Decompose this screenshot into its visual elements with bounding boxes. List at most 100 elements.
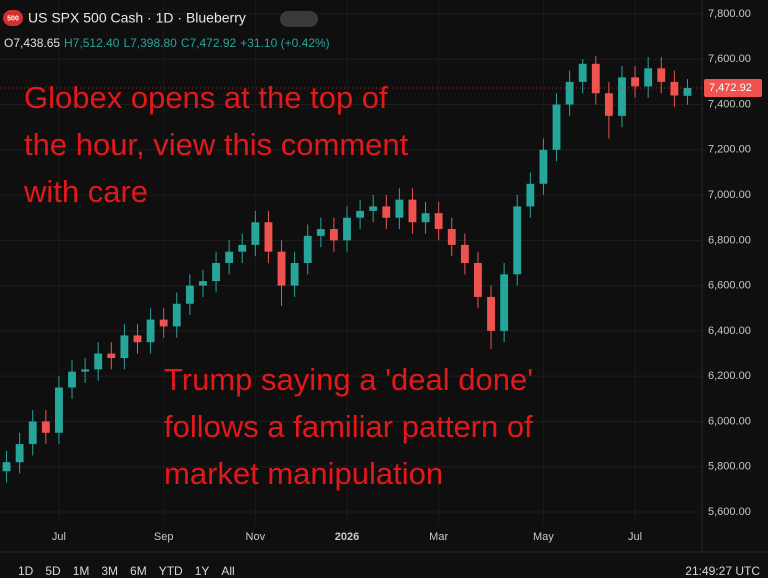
ohlc-value: L7,398.80 bbox=[123, 36, 177, 50]
candle-body bbox=[159, 319, 168, 327]
candle-body bbox=[54, 387, 63, 433]
last-price-box bbox=[704, 79, 762, 98]
candle-body bbox=[447, 229, 456, 245]
y-tick-label: 7,200.00 bbox=[708, 144, 751, 156]
candle-body bbox=[369, 206, 378, 211]
candle-body bbox=[15, 444, 24, 463]
ohlc-value: O7,438.65 bbox=[4, 36, 60, 50]
candle-body bbox=[604, 93, 613, 116]
annotations: Globex opens at the top of the hour, view… bbox=[23, 80, 533, 491]
timeframe-button[interactable]: 1M bbox=[73, 564, 90, 578]
candle-body bbox=[303, 235, 312, 263]
ohlc-value: H7,512.40 bbox=[64, 36, 120, 50]
candle-body bbox=[68, 371, 76, 388]
y-tick-label: 6,600.00 bbox=[708, 280, 751, 292]
symbol-title: US SPX 500 Cash · 1D · Blueberry bbox=[28, 10, 246, 26]
candle-body bbox=[199, 281, 207, 286]
candle-body bbox=[316, 229, 325, 236]
annotation-line: market manipulation bbox=[164, 456, 443, 491]
candle-body bbox=[408, 199, 417, 223]
candle-body bbox=[172, 303, 181, 327]
symbol-icon bbox=[3, 10, 23, 26]
x-tick-label: Jul bbox=[52, 531, 66, 543]
y-tick-label: 7,600.00 bbox=[708, 53, 751, 65]
candles bbox=[2, 55, 692, 483]
y-tick-label: 5,800.00 bbox=[708, 461, 751, 473]
candle-body bbox=[644, 68, 653, 87]
candle-body bbox=[146, 319, 155, 343]
last-price-label: 7,472.92 bbox=[709, 82, 752, 94]
y-tick-label: 6,400.00 bbox=[708, 325, 751, 337]
y-tick-label: 5,600.00 bbox=[708, 506, 751, 518]
candle-body bbox=[382, 206, 391, 218]
x-tick-label: Mar bbox=[429, 531, 448, 543]
candle-body bbox=[41, 421, 50, 433]
y-tick-label: 6,800.00 bbox=[708, 234, 751, 246]
y-tick-label: 6,200.00 bbox=[708, 370, 751, 382]
candle-body bbox=[251, 222, 260, 245]
candle-body bbox=[670, 81, 679, 96]
grid bbox=[0, 0, 702, 524]
annotation-line: Trump saying a 'deal done' bbox=[164, 362, 533, 397]
candle-body bbox=[618, 77, 626, 116]
ohlc-value: +31.10 (+0.42%) bbox=[240, 36, 329, 50]
candle-body bbox=[460, 244, 469, 263]
candle-body bbox=[133, 335, 142, 343]
header: 500 US SPX 500 Cash · 1D · Blueberry O7,… bbox=[3, 10, 330, 50]
annotation-line: the hour, view this comment bbox=[24, 127, 409, 162]
ohlc-line: O7,438.65 H7,512.40 L7,398.80 C7,472.92 +31.… bbox=[4, 36, 330, 50]
ohlc-value: C7,472.92 bbox=[181, 36, 237, 50]
candle-body bbox=[81, 369, 90, 372]
x-tick-label: May bbox=[533, 531, 554, 543]
annotation-line: with care bbox=[23, 174, 148, 209]
timeframe-button[interactable]: 1Y bbox=[195, 564, 210, 578]
timeframe-button[interactable]: 5D bbox=[45, 564, 61, 578]
y-tick-label: 7,000.00 bbox=[708, 189, 751, 201]
candle-body bbox=[500, 274, 509, 331]
candle-body bbox=[683, 88, 692, 96]
candle-body bbox=[591, 63, 600, 94]
candle-body bbox=[225, 251, 234, 263]
candle-body bbox=[185, 285, 194, 304]
candle-body bbox=[395, 199, 404, 218]
candle-body bbox=[513, 206, 522, 275]
candle-body bbox=[120, 335, 129, 359]
x-tick-label: Sep bbox=[154, 531, 174, 543]
candle-body bbox=[343, 217, 351, 241]
y-tick-label: 7,400.00 bbox=[708, 98, 751, 110]
x-tick-label: Nov bbox=[246, 531, 266, 543]
candle-body bbox=[421, 213, 430, 223]
x-tick-label: 2026 bbox=[335, 531, 359, 543]
candle-body bbox=[277, 251, 286, 286]
candle-body bbox=[212, 263, 220, 282]
y-tick-label: 7,800.00 bbox=[708, 8, 751, 20]
annotation-line: follows a familiar pattern of bbox=[164, 409, 533, 444]
candle-body bbox=[264, 222, 273, 252]
timeframe-button[interactable]: All bbox=[221, 564, 234, 578]
candle-body bbox=[238, 244, 247, 252]
clock: 21:49:27 UTC bbox=[685, 564, 760, 578]
candle-body bbox=[107, 353, 116, 359]
candle-body bbox=[356, 210, 365, 218]
annotation-line: Globex opens at the top of bbox=[24, 80, 388, 115]
timeframe-button[interactable]: 3M bbox=[101, 564, 118, 578]
candle-body bbox=[487, 296, 495, 331]
candle-body bbox=[474, 263, 482, 297]
candle-body bbox=[329, 229, 338, 241]
candle-body bbox=[2, 462, 11, 472]
candle-body bbox=[657, 68, 666, 82]
candle-body bbox=[290, 263, 299, 286]
timeframe-button[interactable]: YTD bbox=[159, 564, 183, 578]
status-badge bbox=[280, 11, 318, 27]
candle-body bbox=[578, 63, 587, 82]
candle-body bbox=[94, 353, 103, 370]
candle-body bbox=[565, 81, 574, 105]
candle-body bbox=[631, 77, 640, 87]
toolbar: 1D 5D 1M 3M 6M YTD 1Y All 21:49:27 UTC bbox=[18, 564, 760, 578]
timeframe-button[interactable]: 6M bbox=[130, 564, 147, 578]
x-tick-label: Jul bbox=[628, 531, 642, 543]
timeframe-button[interactable]: 1D bbox=[18, 564, 34, 578]
candle-body bbox=[539, 149, 548, 184]
candle-body bbox=[526, 183, 535, 207]
